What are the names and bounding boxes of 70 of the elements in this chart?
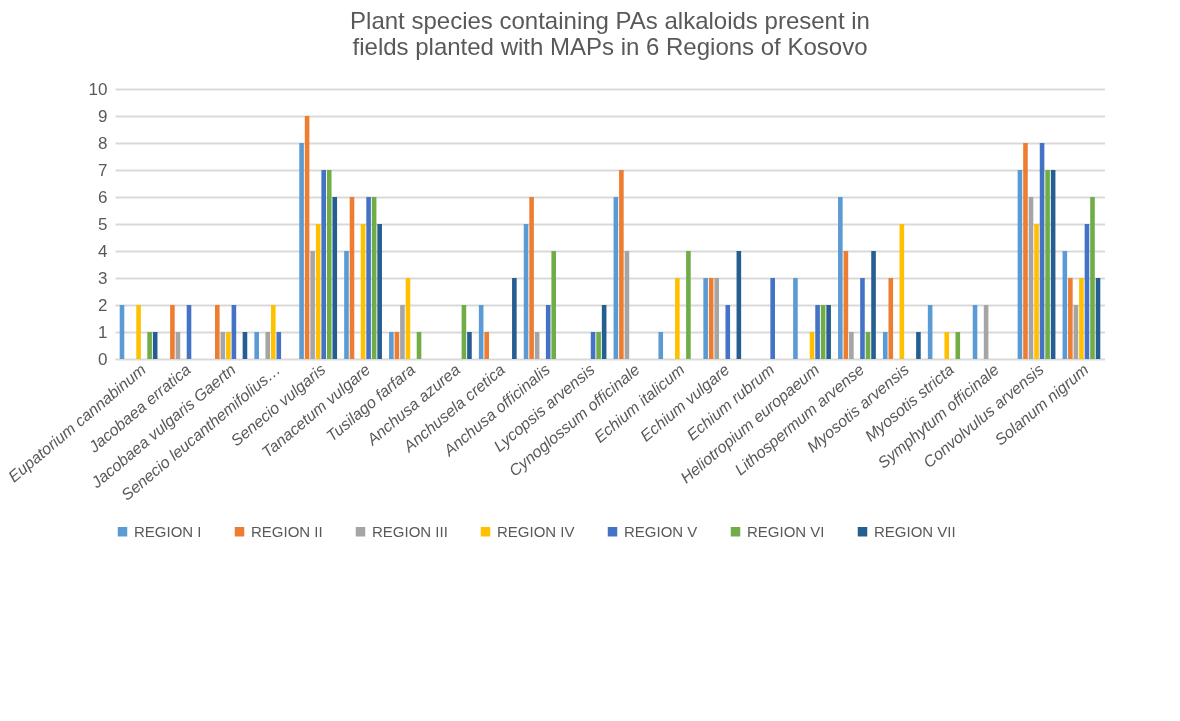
y-tick-label: 5 <box>98 214 108 234</box>
bar <box>793 278 798 359</box>
bar <box>529 197 534 359</box>
bar <box>882 332 888 359</box>
y-tick-label: 1 <box>98 322 108 342</box>
legend-label: REGION VII <box>874 522 956 540</box>
bar <box>1079 278 1084 359</box>
bar <box>389 332 394 359</box>
bar <box>226 332 231 359</box>
bar <box>619 170 624 359</box>
bar <box>136 305 141 359</box>
legend-label: REGION III <box>372 522 448 540</box>
y-tick-label: 0 <box>98 349 108 369</box>
bar <box>1045 170 1050 359</box>
bar <box>332 197 338 359</box>
bar <box>955 332 961 359</box>
legend-label: REGION V <box>624 522 698 540</box>
y-tick-label: 3 <box>98 268 108 288</box>
bar <box>276 332 282 359</box>
bar <box>215 305 220 359</box>
bar <box>860 278 865 359</box>
bar <box>944 332 950 359</box>
y-tick-label: 6 <box>98 187 108 207</box>
bar <box>321 170 326 359</box>
bar <box>675 278 680 359</box>
bar <box>344 251 349 359</box>
bar <box>714 278 720 359</box>
bar <box>1090 197 1095 359</box>
bar <box>658 332 664 359</box>
bar <box>270 305 276 359</box>
legend-label: REGION II <box>251 522 323 540</box>
bar <box>254 332 259 359</box>
bar <box>770 278 775 359</box>
legend-label: REGION VI <box>747 522 825 540</box>
bar <box>725 305 731 359</box>
y-tick-label: 4 <box>98 241 108 261</box>
bar <box>377 224 382 359</box>
bar <box>826 305 831 359</box>
bar <box>596 332 601 359</box>
legend-label: REGION IV <box>497 522 575 540</box>
bar <box>484 332 489 359</box>
bar <box>871 251 876 359</box>
bar <box>888 278 894 359</box>
bar <box>310 251 315 359</box>
bar <box>849 332 854 359</box>
y-tick-label: 9 <box>98 106 108 126</box>
bar <box>1034 224 1039 359</box>
chart-title: Plant species containing PAs alkaloids present in fields planted with MAPs in 6 Regions of Kosovo <box>350 7 870 60</box>
bar <box>686 251 691 359</box>
bar <box>170 305 175 359</box>
bar <box>326 170 332 359</box>
y-tick-label: 8 <box>98 133 108 153</box>
bar <box>703 278 708 359</box>
bar <box>512 278 517 359</box>
bar <box>815 305 820 359</box>
bar <box>265 332 271 359</box>
legend-label: REGION I <box>134 522 202 540</box>
bar <box>838 197 843 359</box>
y-tick-label: 10 <box>88 79 108 99</box>
bar <box>916 332 921 359</box>
bar <box>147 332 152 359</box>
bar <box>467 332 472 359</box>
bar <box>1068 278 1073 359</box>
bar <box>366 197 371 359</box>
y-tick-label: 2 <box>98 295 108 315</box>
bar <box>1023 143 1028 359</box>
bar <box>299 143 304 359</box>
bar <box>551 251 557 359</box>
bar <box>400 305 405 359</box>
y-tick-label: 7 <box>98 160 108 180</box>
